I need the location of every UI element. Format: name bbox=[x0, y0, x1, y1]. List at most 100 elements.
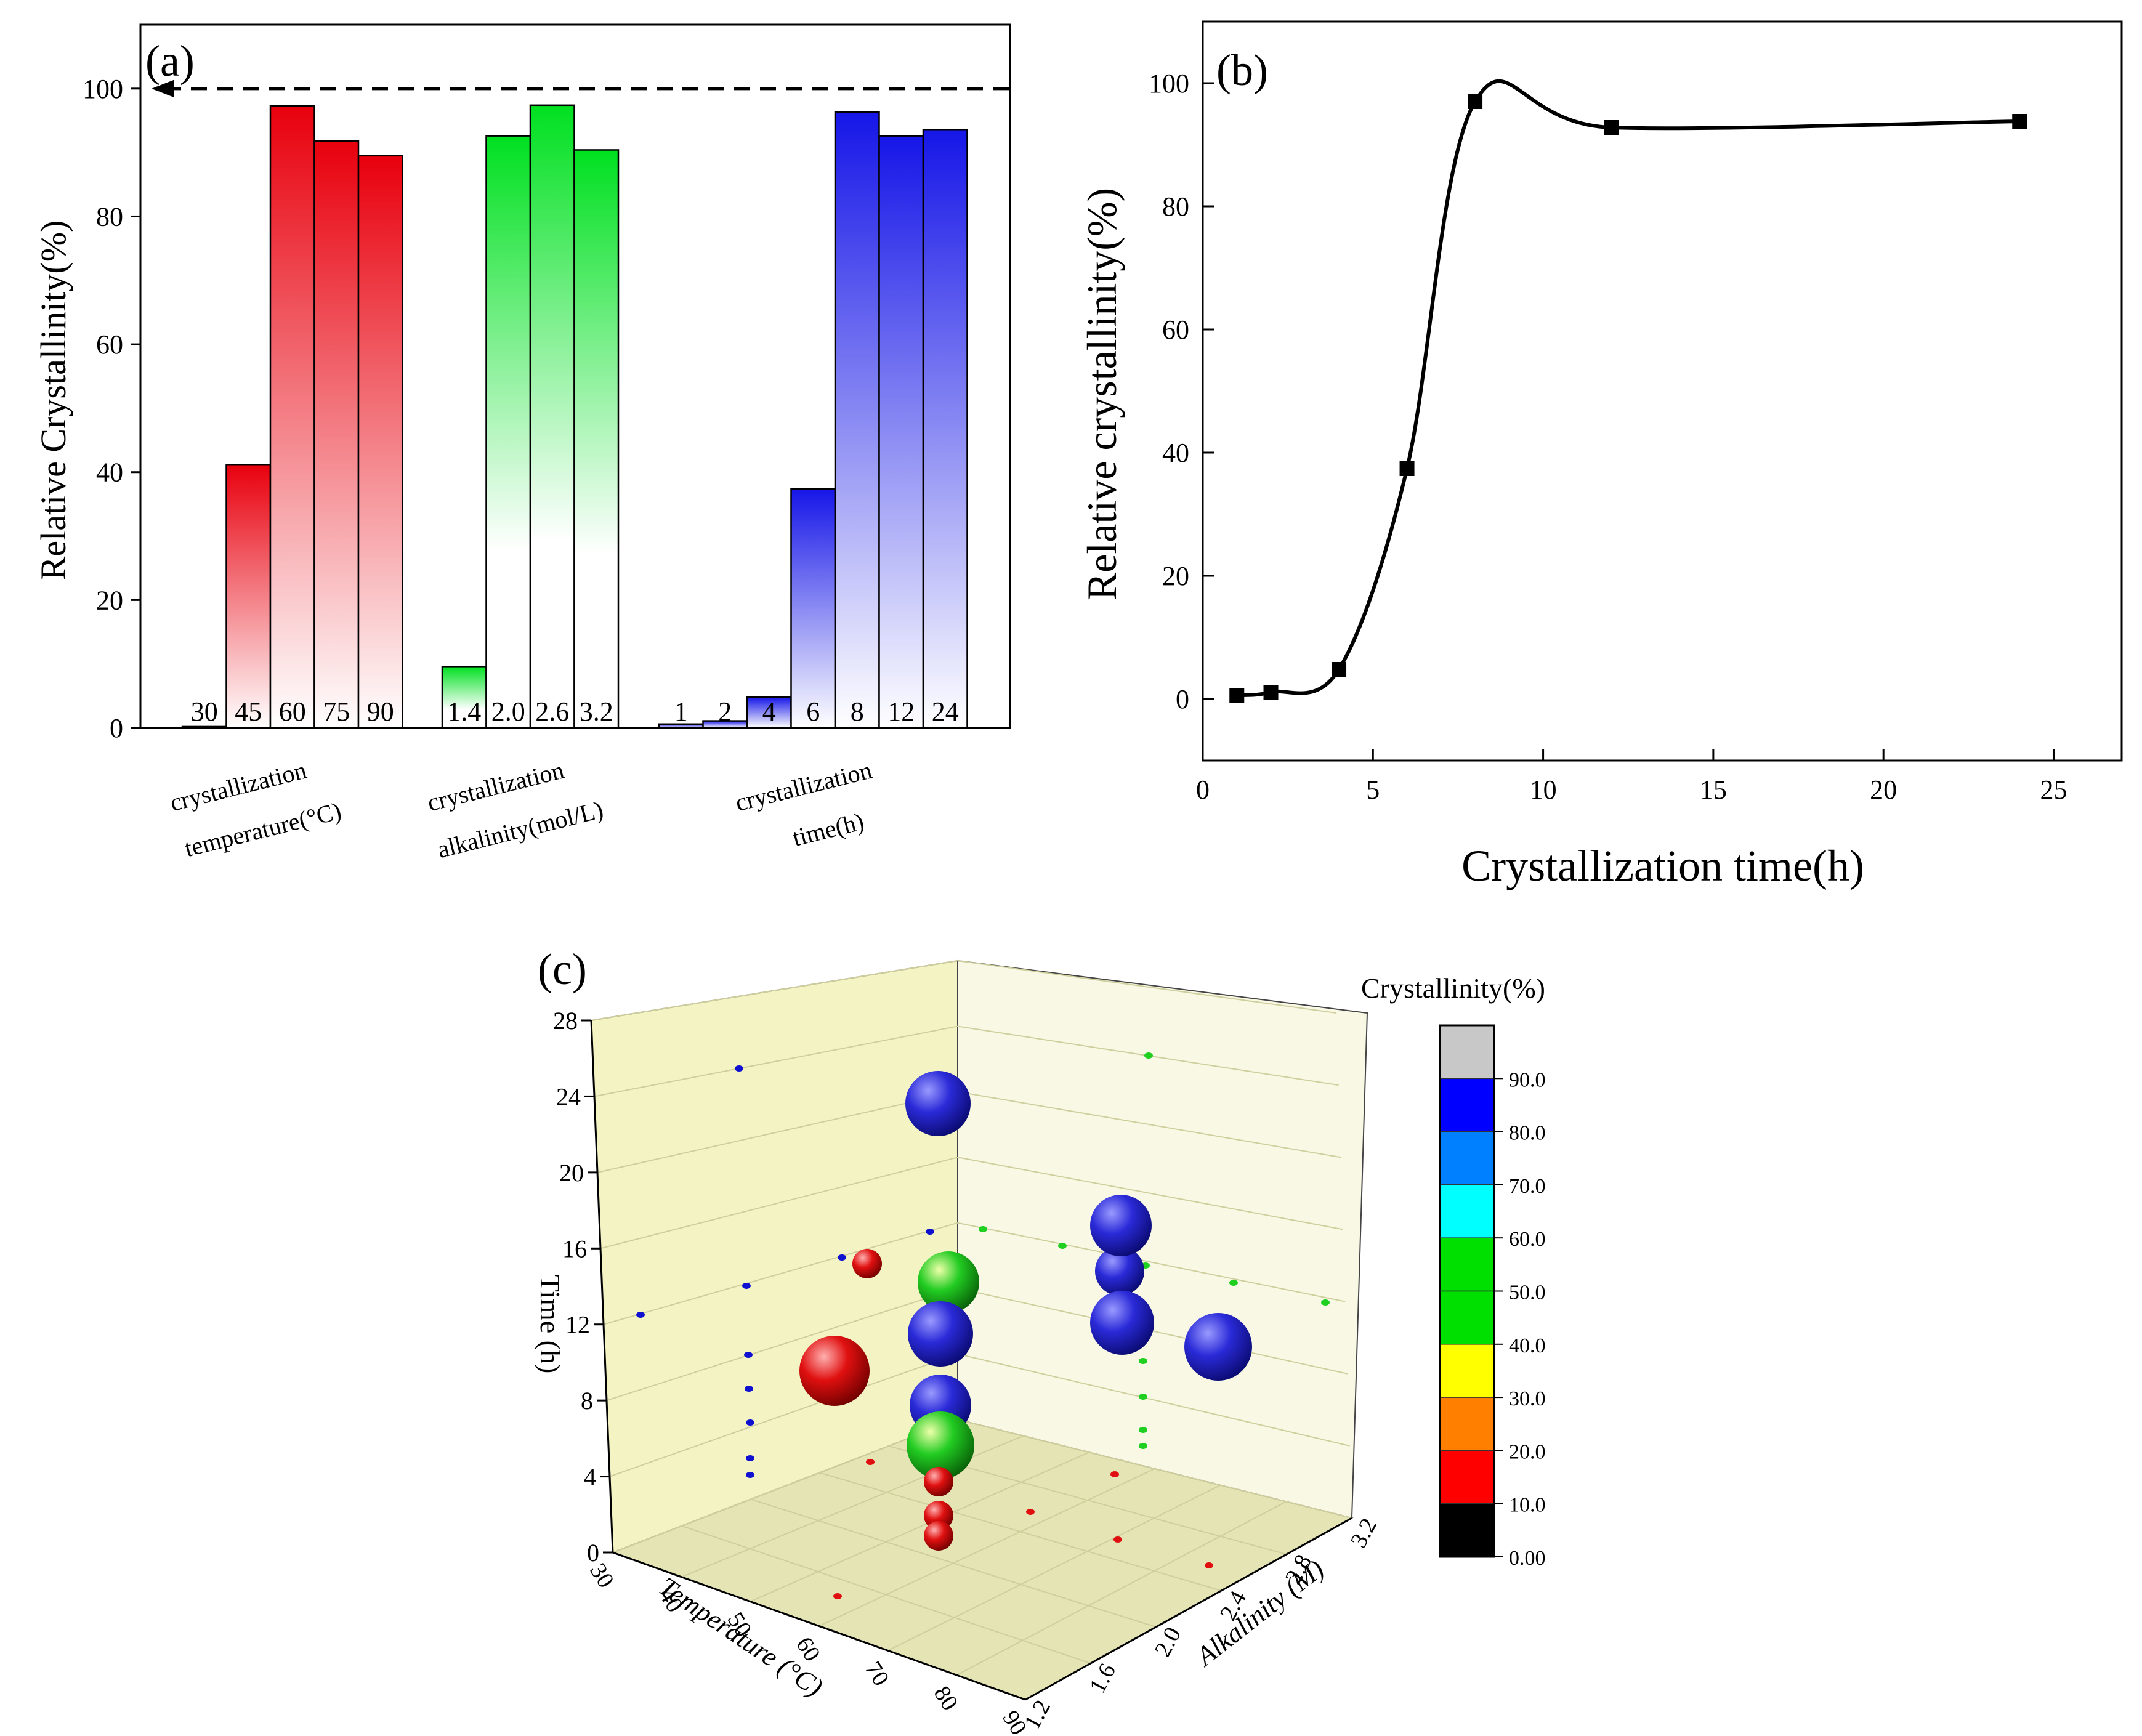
projection-dot bbox=[1205, 1562, 1213, 1568]
colorbar-label: 90.0 bbox=[1509, 1068, 1546, 1091]
bar bbox=[485, 135, 531, 729]
gridline bbox=[957, 1353, 1350, 1447]
bar bbox=[313, 140, 360, 729]
time-tick-label: 8 bbox=[581, 1387, 593, 1415]
bar-category-label: 60 bbox=[279, 696, 306, 727]
temperature-axis-line bbox=[612, 1551, 1026, 1701]
x-tick-label: 20 bbox=[1870, 775, 1897, 805]
projection-dot bbox=[746, 1419, 754, 1426]
projection-dot bbox=[1139, 1358, 1147, 1364]
colorbar-label: 50.0 bbox=[1509, 1282, 1546, 1304]
bar bbox=[529, 104, 575, 729]
colorbar-cell bbox=[1439, 1025, 1495, 1080]
data-sphere bbox=[924, 1521, 953, 1551]
projection-dot bbox=[1321, 1299, 1330, 1306]
panel-a-y-axis: 0 20 40 60 80 100 bbox=[83, 74, 140, 743]
panel-a-bar-labels: 30 45 60 75 90 1.4 2.0 2.6 3.2 1 2 4 6 8 12 24 bbox=[191, 696, 959, 727]
bar-category-label: 4 bbox=[762, 696, 776, 727]
bar-category-label: 2.6 bbox=[535, 696, 569, 727]
data-marker bbox=[1332, 662, 1347, 677]
y-tick-label: 0 bbox=[1176, 684, 1189, 714]
gridline bbox=[609, 1353, 958, 1477]
projection-dot bbox=[742, 1283, 751, 1289]
bar-category-label: 1.4 bbox=[447, 696, 481, 727]
panel-b-y-axis-title: Relative crystallinity(%) bbox=[1078, 188, 1125, 600]
projection-dot bbox=[833, 1593, 842, 1599]
projection-dot bbox=[1058, 1243, 1067, 1249]
bar-category-label: 2 bbox=[718, 696, 732, 727]
bar-category-label: 75 bbox=[323, 696, 350, 727]
data-sphere bbox=[908, 1301, 973, 1367]
panel-b-line-chart: (b) 0 20 40 60 80 100 0 5 10 15 20 25 Relative cry… bbox=[1078, 20, 2123, 890]
bar bbox=[922, 129, 968, 729]
time-tick-label: 12 bbox=[565, 1311, 590, 1339]
data-sphere bbox=[1184, 1313, 1252, 1381]
colorbar-label: 80.0 bbox=[1509, 1122, 1546, 1145]
data-sphere bbox=[852, 1249, 882, 1278]
panel-a-bar-chart: (a) 0 20 40 60 80 100 30 45 60 75 90 1.4 2.0 2.6 3.2 1… bbox=[33, 23, 1011, 863]
alkalinity-tick-label: 1.6 bbox=[1085, 1660, 1121, 1698]
projection-dot bbox=[979, 1226, 987, 1232]
y-tick-label: 40 bbox=[96, 458, 123, 488]
group-label-line1: crystallization bbox=[424, 756, 567, 817]
bar-category-label: 3.2 bbox=[580, 696, 613, 727]
colorbar-label: 30.0 bbox=[1509, 1387, 1546, 1410]
data-sphere bbox=[907, 1411, 974, 1479]
projection-dot bbox=[866, 1459, 875, 1465]
gridline bbox=[750, 1498, 1157, 1628]
projection-dot bbox=[746, 1472, 754, 1478]
colorbar: 90.0 80.0 70.0 60.0 50.0 40.0 30.0 20.0 10.0 0.00 bbox=[1439, 1024, 1546, 1570]
data-sphere bbox=[799, 1336, 870, 1406]
panel-b-plot-frame bbox=[1202, 20, 2123, 762]
y-tick-label: 80 bbox=[96, 201, 123, 232]
projection-dot bbox=[1113, 1536, 1122, 1543]
time-tick-label: 4 bbox=[584, 1463, 596, 1491]
gridline bbox=[594, 1025, 958, 1097]
bar-category-label: 2.0 bbox=[491, 696, 525, 727]
colorbar-cell bbox=[1439, 1290, 1495, 1345]
colorbar-cell bbox=[1439, 1344, 1495, 1398]
projection-dot bbox=[1229, 1280, 1238, 1286]
projection-dot bbox=[745, 1386, 753, 1392]
projection-dot bbox=[746, 1455, 754, 1461]
colorbar-cell bbox=[1439, 1131, 1495, 1185]
colorbar-label: 10.0 bbox=[1509, 1494, 1546, 1517]
colorbar-cell bbox=[1439, 1503, 1495, 1557]
reference-arrow bbox=[152, 79, 174, 97]
bar bbox=[790, 488, 836, 729]
colorbar-title: Crystallinity(%) bbox=[1361, 972, 1545, 1004]
panel-a-label: (a) bbox=[145, 36, 195, 86]
data-marker bbox=[1229, 688, 1245, 703]
gridline bbox=[750, 1451, 1089, 1602]
panel-b-x-axis-title: Crystallization time(h) bbox=[1461, 841, 1864, 890]
y-tick-label: 60 bbox=[96, 329, 123, 360]
gridline bbox=[818, 1468, 1155, 1627]
bar-category-label: 8 bbox=[851, 696, 864, 727]
y-tick-label: 60 bbox=[1162, 315, 1189, 345]
x-tick-label: 25 bbox=[2040, 775, 2067, 805]
bar-category-label: 30 bbox=[191, 696, 218, 727]
colorbar-cell bbox=[1439, 1450, 1495, 1504]
time-tick-label: 24 bbox=[556, 1083, 581, 1110]
panel-b-label: (b) bbox=[1216, 46, 1268, 95]
gridline bbox=[957, 960, 1337, 1014]
gridline bbox=[606, 1288, 958, 1402]
data-marker bbox=[1604, 120, 1619, 135]
temperature-tick-label: 80 bbox=[929, 1682, 963, 1715]
bar-category-label: 90 bbox=[367, 696, 394, 727]
time-tick-label: 28 bbox=[553, 1007, 578, 1035]
time-tick-label: 0 bbox=[587, 1539, 599, 1567]
colorbar-cell bbox=[1439, 1237, 1495, 1292]
colorbar-cell bbox=[1439, 1078, 1495, 1132]
gridline bbox=[957, 1222, 1346, 1302]
group-label-line1: crystallization bbox=[732, 756, 875, 817]
gridline bbox=[603, 1222, 958, 1325]
time-tick-label: 16 bbox=[562, 1235, 587, 1262]
panel-b-series-line bbox=[1236, 79, 2020, 697]
data-marker bbox=[1263, 685, 1279, 700]
gridline bbox=[957, 1157, 1343, 1230]
group-label-line1: crystallization bbox=[167, 756, 309, 817]
data-sphere bbox=[918, 1251, 979, 1313]
x-tick-label: 10 bbox=[1530, 775, 1557, 805]
